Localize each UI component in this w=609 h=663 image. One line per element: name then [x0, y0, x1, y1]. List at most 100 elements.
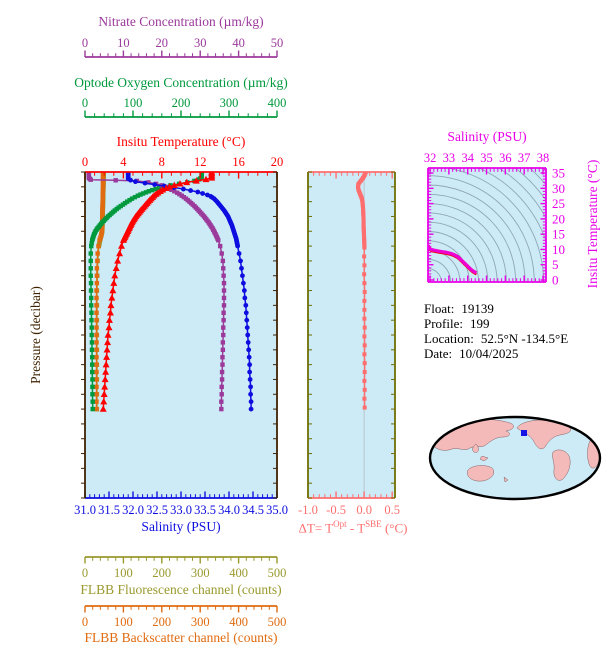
svg-text:20: 20 [552, 211, 565, 226]
world-map [428, 415, 602, 501]
pressure-axis-title: Pressure (decibar) [28, 286, 43, 384]
svg-text:400: 400 [229, 615, 248, 629]
float-position-marker [521, 430, 527, 436]
svg-text:-1.0: -1.0 [298, 503, 318, 517]
svg-text:100: 100 [114, 615, 133, 629]
salinity-axis-title: Salinity (PSU) [141, 519, 221, 534]
svg-text:300: 300 [220, 96, 239, 110]
svg-text:36: 36 [499, 151, 512, 165]
backscatter-axis: 0 100 200 300 400 500 [82, 605, 287, 629]
location-label: Location: [424, 331, 474, 346]
svg-text:10: 10 [552, 242, 565, 257]
svg-text:50: 50 [271, 36, 284, 50]
svg-text:8: 8 [159, 155, 165, 169]
svg-text:40: 40 [232, 36, 245, 50]
series-salinity [125, 172, 254, 412]
svg-text:10: 10 [117, 36, 130, 50]
profile-label: Profile: [424, 316, 463, 331]
dt-plot-bg [308, 172, 395, 498]
svg-text:200: 200 [152, 566, 171, 580]
oxygen-axis: 0 100 200 300 400 [82, 96, 287, 118]
svg-text:20: 20 [271, 155, 284, 169]
svg-text:35: 35 [480, 151, 493, 165]
svg-text:12: 12 [194, 155, 207, 169]
delta-t-axis-label: ΔT= TOpt - TSBE (°C) [299, 519, 408, 536]
float-label: Float: [424, 301, 455, 316]
svg-text:100: 100 [124, 96, 143, 110]
svg-text:0: 0 [82, 155, 88, 169]
date-row: Date: 10/04/2025 [424, 346, 568, 361]
svg-text:300: 300 [191, 615, 210, 629]
svg-text:37: 37 [518, 151, 531, 165]
fluorescence-axis: 0 100 200 300 400 500 [82, 556, 286, 580]
svg-text:0: 0 [552, 273, 559, 288]
dt-label-sup-opt: Opt [333, 519, 347, 529]
dt-bottom-axis: -1.0 -0.5 0.0 0.5 [298, 491, 400, 517]
svg-text:5: 5 [552, 257, 559, 272]
svg-text:30: 30 [552, 181, 565, 196]
dt-left-axis [307, 171, 312, 499]
pressure-axis [273, 171, 278, 499]
svg-text:0: 0 [82, 36, 88, 50]
svg-text:0: 0 [82, 96, 88, 110]
profile-series [86, 172, 254, 412]
svg-text:200: 200 [172, 96, 191, 110]
dt-top-axis [307, 171, 395, 179]
svg-text:400: 400 [229, 566, 248, 580]
fluorescence-axis-title: FLBB Fluorescence channel (counts) [80, 582, 282, 597]
svg-text:25: 25 [552, 196, 565, 211]
float-value: 19139 [461, 301, 494, 316]
svg-text:400: 400 [268, 96, 287, 110]
svg-text:35: 35 [552, 166, 565, 181]
ts-salinity-axis-title: Salinity (PSU) [447, 129, 527, 144]
map-land [430, 418, 600, 483]
oxygen-axis-title: Optode Oxygen Concentration (µm/kg) [74, 75, 288, 90]
svg-text:4: 4 [120, 155, 127, 169]
profile-plot-bg [85, 172, 277, 498]
profile-value: 199 [470, 316, 490, 331]
svg-text:31.5: 31.5 [98, 503, 120, 517]
svg-text:20: 20 [156, 36, 169, 50]
date-label: Date: [424, 346, 453, 361]
svg-text:0.0: 0.0 [356, 503, 372, 517]
svg-text:34.5: 34.5 [242, 503, 264, 517]
dt-label-sup-sbe: SBE [365, 519, 382, 529]
svg-text:33.0: 33.0 [170, 503, 192, 517]
svg-text:32: 32 [424, 151, 437, 165]
svg-text:33: 33 [443, 151, 456, 165]
svg-text:32.5: 32.5 [146, 503, 168, 517]
svg-text:0.5: 0.5 [384, 503, 400, 517]
svg-text:33.5: 33.5 [194, 503, 216, 517]
svg-text:200: 200 [152, 615, 171, 629]
dt-label-suffix: (°C) [381, 520, 408, 536]
dt-label-prefix: ΔT= T [298, 520, 334, 536]
svg-text:0: 0 [82, 615, 88, 629]
svg-text:100: 100 [114, 566, 133, 580]
series-temperature [99, 172, 216, 412]
date-value: 10/04/2025 [459, 346, 519, 361]
series-delta-t [355, 172, 368, 410]
series-oxygen [88, 172, 204, 412]
svg-text:38: 38 [537, 151, 550, 165]
svg-text:-0.5: -0.5 [326, 503, 346, 517]
float-id-row: Float: 19139 [424, 301, 568, 316]
location-value: 52.5°N -134.5°E [480, 331, 569, 346]
salinity-axis: 31.0 31.5 32.0 32.5 33.0 33.5 34.0 34.5 35.0 [74, 491, 288, 517]
profile-row: Profile: 199 [424, 316, 568, 331]
svg-text:30: 30 [194, 36, 207, 50]
temperature-axis: 0 4 8 12 16 20 [82, 155, 283, 179]
svg-text:500: 500 [268, 615, 287, 629]
float-info-block: Float: 19139 Profile: 199 Location: 52.5°N … [424, 301, 568, 361]
nitrate-axis: 0 10 20 30 40 50 [82, 36, 284, 58]
dt-right-axis [391, 171, 396, 499]
backscatter-axis-title: FLBB Backscatter channel (counts) [84, 630, 278, 645]
pressure-axis [81, 171, 86, 499]
svg-text:35.0: 35.0 [266, 503, 288, 517]
svg-text:16: 16 [232, 155, 245, 169]
nitrate-axis-title: Nitrate Concentration (µm/kg) [98, 14, 264, 29]
svg-text:32.0: 32.0 [122, 503, 144, 517]
svg-text:34: 34 [461, 151, 474, 165]
